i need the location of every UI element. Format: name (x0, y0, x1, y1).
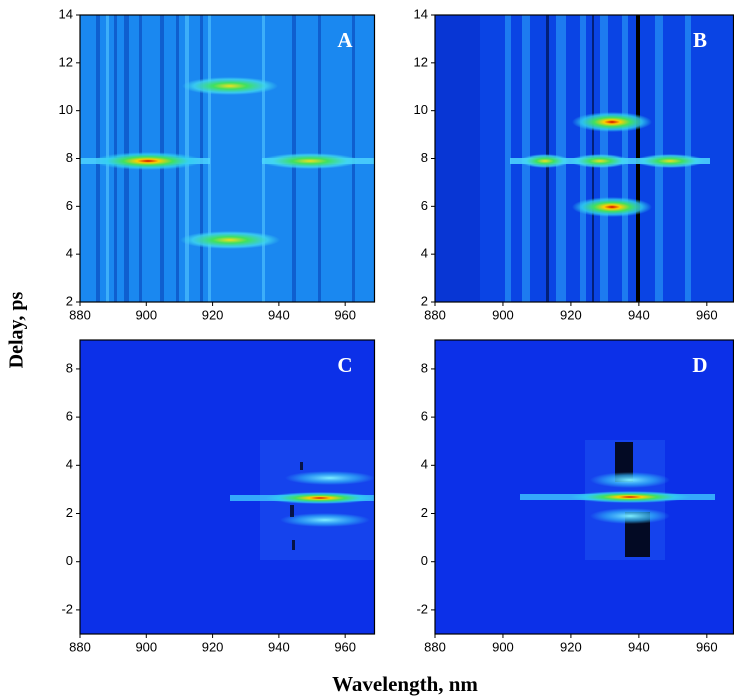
x-tick-label: 940 (268, 639, 290, 654)
x-tick-label: 960 (334, 307, 356, 322)
x-tick-label: 900 (492, 639, 514, 654)
y-tick-label: 4 (421, 246, 428, 261)
y-tick-label: 8 (421, 150, 428, 165)
x-tick-label: 920 (202, 307, 224, 322)
y-tick-label: 12 (414, 54, 428, 69)
y-tick-label: 8 (66, 360, 73, 375)
heatmap-d (435, 340, 734, 634)
y-axis-label: Delay, ps (6, 291, 28, 368)
y-tick-label: 2 (421, 505, 428, 520)
y-tick-label: 8 (66, 150, 73, 165)
plot-frame (79, 339, 376, 635)
x-tick-label: 960 (696, 307, 718, 322)
x-tick-label: 880 (424, 639, 446, 654)
y-tick-label: 8 (421, 360, 428, 375)
panel-label: B (693, 28, 707, 52)
y-tick-label: 6 (421, 409, 428, 424)
heatmap-c (80, 340, 375, 634)
y-tick-label: -2 (416, 601, 428, 616)
y-tick-label: 14 (59, 6, 73, 21)
x-tick-label: 940 (628, 639, 650, 654)
heatmap-a (80, 15, 375, 302)
x-tick-label: 960 (696, 639, 718, 654)
y-tick-label: 6 (66, 198, 73, 213)
y-tick-label: 2 (66, 505, 73, 520)
panel-label: A (337, 28, 353, 52)
y-tick-label: 2 (66, 293, 73, 308)
panel-label: D (692, 353, 707, 377)
y-tick-label: 12 (59, 54, 73, 69)
x-tick-label: 880 (69, 639, 91, 654)
y-tick-label: 4 (66, 246, 73, 261)
y-tick-label: 10 (414, 102, 428, 117)
x-tick-label: 940 (268, 307, 290, 322)
x-tick-label: 920 (560, 639, 582, 654)
x-tick-label: 940 (628, 307, 650, 322)
x-tick-label: 880 (424, 307, 446, 322)
y-tick-label: 4 (66, 457, 73, 472)
y-tick-label: 6 (66, 409, 73, 424)
y-tick-label: -2 (61, 601, 73, 616)
y-tick-label: 4 (421, 457, 428, 472)
y-tick-label: 0 (66, 553, 73, 568)
y-tick-label: 10 (59, 102, 73, 117)
y-tick-label: 6 (421, 198, 428, 213)
x-tick-label: 920 (202, 639, 224, 654)
panel-label: C (337, 353, 352, 377)
x-tick-label: 900 (135, 307, 157, 322)
y-tick-label: 14 (414, 6, 428, 21)
x-tick-label: 900 (492, 307, 514, 322)
x-tick-label: 960 (334, 639, 356, 654)
y-tick-label: 0 (421, 553, 428, 568)
x-tick-label: 920 (560, 307, 582, 322)
x-tick-label: 900 (135, 639, 157, 654)
x-tick-label: 880 (69, 307, 91, 322)
y-tick-label: 2 (421, 293, 428, 308)
x-axis-label: Wavelength, nm (332, 672, 478, 696)
heatmap-b (435, 15, 734, 302)
